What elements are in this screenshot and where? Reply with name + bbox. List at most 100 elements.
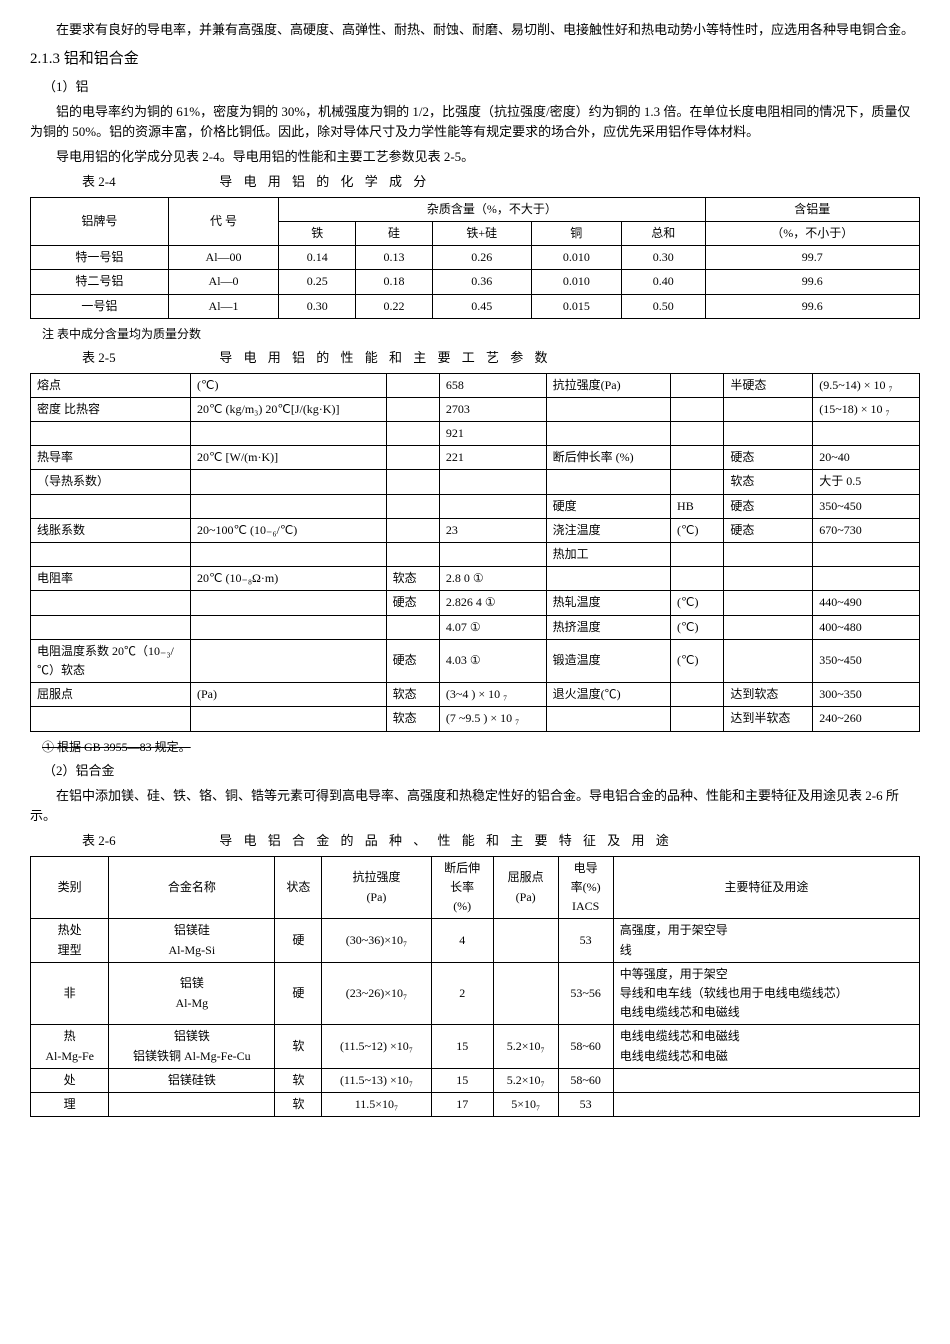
t25-cell: （导热系数） <box>31 470 191 494</box>
table-row: 软态(7 ~9.5 ) × 10 ₇达到半软态240~260 <box>31 707 920 731</box>
table-row: 屈服点(Pa)软态(3~4 ) × 10 ₇退火温度(℃)达到软态300~350 <box>31 683 920 707</box>
t25-cell: 半硬态 <box>724 373 813 397</box>
t25-cell: (℃) <box>191 373 387 397</box>
t24-cell: 0.25 <box>279 270 356 294</box>
t24-cell: Al—0 <box>168 270 279 294</box>
t26-cell: 5.2×10₇ <box>493 1025 558 1068</box>
t26-h-c1: 类别 <box>31 856 109 919</box>
t25-cell <box>31 707 191 731</box>
table-2-6-no: 表 2-6 <box>56 831 136 852</box>
t26-h-c7: 电导 率(%) IACS <box>558 856 613 919</box>
t25-cell: (℃) <box>671 639 724 682</box>
t26-cell: (11.5~12) ×10₇ <box>322 1025 431 1068</box>
table-row: 熔点(℃)658抗拉强度(Pa)半硬态(9.5~14) × 10 ₇ <box>31 373 920 397</box>
t25-cell <box>546 422 670 446</box>
t26-cell <box>493 962 558 1025</box>
t25-cell <box>31 494 191 518</box>
t25-cell: 440~490 <box>813 591 920 615</box>
t25-cell <box>191 639 387 682</box>
t24-cell: 99.7 <box>705 246 920 270</box>
t25-cell <box>386 615 439 639</box>
t25-cell <box>671 567 724 591</box>
table-2-4-note: 注 表中成分含量均为质量分数 <box>30 325 920 344</box>
t25-cell <box>191 494 387 518</box>
t25-cell: 硬态 <box>724 494 813 518</box>
t26-cell: 5×10₇ <box>493 1092 558 1116</box>
t26-cell: 53 <box>558 919 613 962</box>
t25-cell: 抗拉强度(Pa) <box>546 373 670 397</box>
table-2-6-caption: 导 电 铝 合 金 的 品 种 、 性 能 和 主 要 特 征 及 用 途 <box>219 833 673 848</box>
t24-cell: 特二号铝 <box>31 270 169 294</box>
table-row: 921 <box>31 422 920 446</box>
t25-cell: 熔点 <box>31 373 191 397</box>
t25-cell <box>671 397 724 421</box>
t25-cell <box>671 446 724 470</box>
t25-cell: 密度 比热容 <box>31 397 191 421</box>
t26-cell: 17 <box>431 1092 493 1116</box>
t25-cell <box>191 707 387 731</box>
t25-cell: 20~40 <box>813 446 920 470</box>
t25-cell <box>546 707 670 731</box>
table-2-5: 熔点(℃)658抗拉强度(Pa)半硬态(9.5~14) × 10 ₇密度 比热容… <box>30 373 920 732</box>
t26-cell: 硬 <box>275 962 322 1025</box>
t25-cell: 2.8 0 ① <box>439 567 546 591</box>
t26-cell: 中等强度，用于架空 导线和电车线（软线也用于电线电缆线芯） 电线电缆线芯和电磁线 <box>613 962 919 1025</box>
t26-cell: 软 <box>275 1092 322 1116</box>
t24-cell: Al—00 <box>168 246 279 270</box>
t25-cell: 线胀系数 <box>31 518 191 542</box>
t25-cell <box>31 615 191 639</box>
t26-cell: 铝镁硅铁 <box>109 1068 275 1092</box>
t25-cell <box>191 470 387 494</box>
t25-cell: 300~350 <box>813 683 920 707</box>
t26-cell <box>613 1092 919 1116</box>
t26-cell: 铝镁 Al-Mg <box>109 962 275 1025</box>
t25-cell <box>386 397 439 421</box>
t25-cell <box>386 446 439 470</box>
t24-cell: 0.015 <box>531 294 621 318</box>
t25-cell: 锻造温度 <box>546 639 670 682</box>
t25-cell: 23 <box>439 518 546 542</box>
t25-cell <box>439 543 546 567</box>
t25-cell <box>546 470 670 494</box>
t26-cell: 硬 <box>275 919 322 962</box>
t26-cell: 铝镁硅 Al-Mg-Si <box>109 919 275 962</box>
t25-cell <box>439 494 546 518</box>
t25-cell <box>724 567 813 591</box>
t26-cell: (30~36)×10₇ <box>322 919 431 962</box>
t25-cell <box>724 543 813 567</box>
t25-cell <box>546 397 670 421</box>
t26-cell: 4 <box>431 919 493 962</box>
t25-cell: 240~260 <box>813 707 920 731</box>
t24-cell: 0.13 <box>356 246 433 270</box>
table-row: 理软11.5×10₇175×10₇53 <box>31 1092 920 1116</box>
t26-cell: 电线电缆线芯和电磁线 电线电缆线芯和电磁 <box>613 1025 919 1068</box>
t25-cell <box>31 422 191 446</box>
t26-cell: 5.2×10₇ <box>493 1068 558 1092</box>
t25-cell <box>671 543 724 567</box>
t25-cell <box>724 615 813 639</box>
t26-h-c4: 抗拉强度 (Pa) <box>322 856 431 919</box>
t26-cell <box>109 1092 275 1116</box>
t26-cell: 15 <box>431 1068 493 1092</box>
t24-h-c8b: （%，不小于） <box>705 221 920 245</box>
t25-cell: (℃) <box>671 591 724 615</box>
t26-cell <box>493 919 558 962</box>
t26-cell: 热处 理型 <box>31 919 109 962</box>
t25-cell <box>671 373 724 397</box>
t24-cell: 0.14 <box>279 246 356 270</box>
t25-cell: 达到软态 <box>724 683 813 707</box>
t25-cell: 670~730 <box>813 518 920 542</box>
t25-cell: 电阻率 <box>31 567 191 591</box>
t25-cell: 2.826 4 ① <box>439 591 546 615</box>
t25-cell: 达到半软态 <box>724 707 813 731</box>
t26-cell: 处 <box>31 1068 109 1092</box>
t25-cell: 浇注温度 <box>546 518 670 542</box>
t25-cell <box>191 591 387 615</box>
t25-cell: (3~4 ) × 10 ₇ <box>439 683 546 707</box>
t24-h-mid: 杂质含量（%，不大于） <box>279 197 705 221</box>
table-2-5-title: 表 2-5 导 电 用 铝 的 性 能 和 主 要 工 艺 参 数 <box>30 348 920 369</box>
t24-h-c1: 铝牌号 <box>31 197 169 245</box>
t25-cell: 221 <box>439 446 546 470</box>
t24-h-c2: 代 号 <box>168 197 279 245</box>
t25-cell: (℃) <box>671 518 724 542</box>
